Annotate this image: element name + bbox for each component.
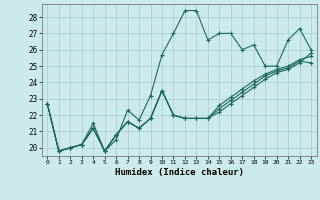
X-axis label: Humidex (Indice chaleur): Humidex (Indice chaleur) <box>115 168 244 177</box>
